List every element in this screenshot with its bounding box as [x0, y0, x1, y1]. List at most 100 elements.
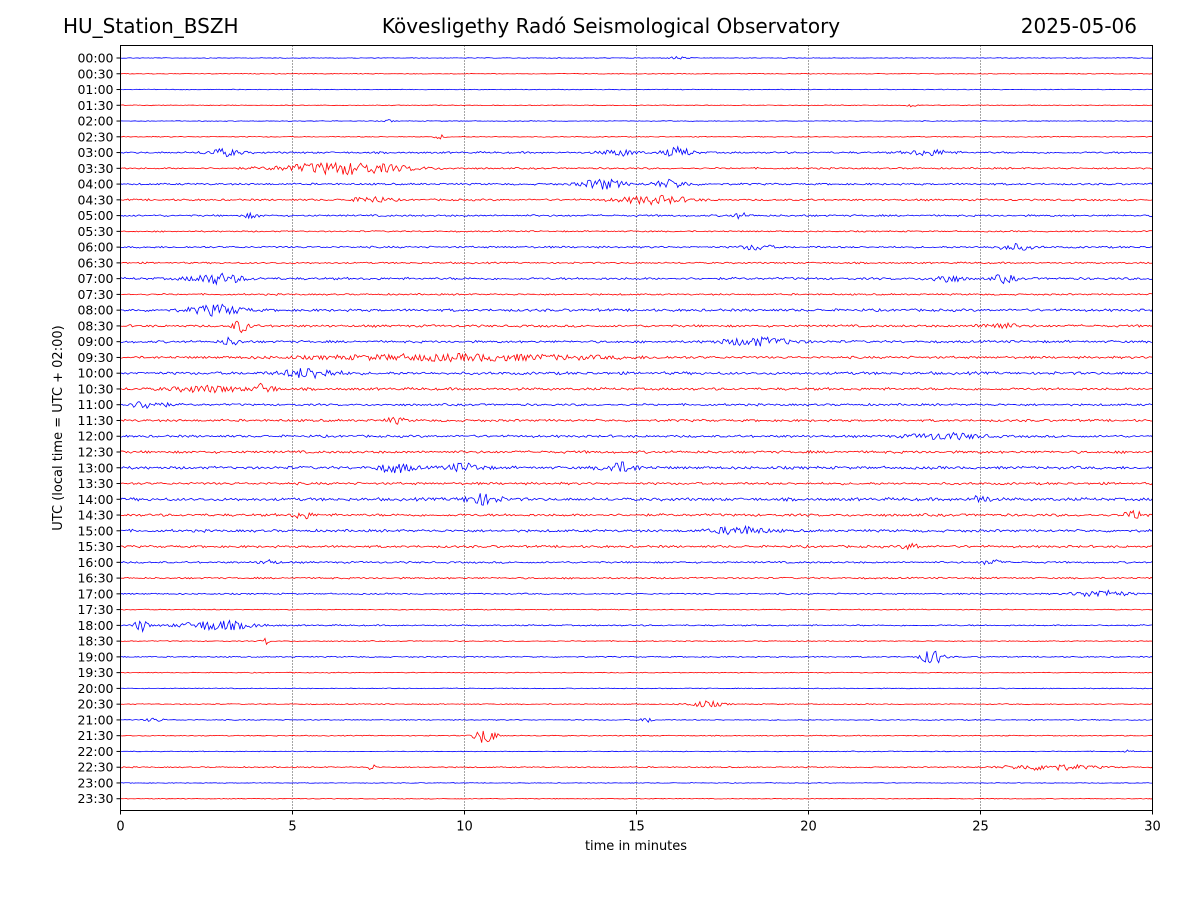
trace-1000 [120, 368, 1153, 380]
trace-2100 [120, 717, 1153, 723]
y-tick-label: 15:00 [77, 523, 113, 538]
y-tick-label: 06:30 [77, 255, 113, 270]
trace-0530 [120, 230, 1153, 233]
trace-0200 [120, 119, 1153, 123]
x-tick-label: 30 [1144, 820, 1161, 835]
y-tick-label: 08:30 [77, 318, 113, 333]
trace-1330 [120, 481, 1153, 486]
x-tick-label: 0 [116, 820, 124, 835]
chart-title: Kövesligethy Radó Seismological Observat… [381, 14, 841, 38]
station-name: HU_Station_BSZH [63, 14, 239, 38]
trace-0030 [120, 72, 1153, 75]
trace-0700 [120, 272, 1153, 286]
trace-1200 [120, 431, 1153, 441]
trace-2300 [120, 782, 1153, 784]
y-tick-label: 10:30 [77, 381, 113, 396]
trace-1100 [120, 401, 1153, 409]
trace-1500 [120, 524, 1153, 536]
y-tick-label: 01:00 [77, 82, 113, 97]
x-axis-label: time in minutes [585, 839, 687, 854]
y-tick-label: 18:00 [77, 618, 113, 633]
trace-0230 [120, 134, 1153, 140]
y-tick-label: 13:00 [77, 460, 113, 475]
y-tick-label: 00:30 [77, 66, 113, 81]
trace-0730 [120, 292, 1153, 296]
trace-1130 [120, 416, 1153, 425]
x-tick-label: 20 [800, 820, 817, 835]
y-tick-label: 16:30 [77, 571, 113, 586]
seismic-traces [120, 55, 1153, 800]
y-tick-label: 17:30 [77, 602, 113, 617]
y-tick-label: 04:30 [77, 192, 113, 207]
trace-1600 [120, 559, 1153, 566]
trace-0930 [120, 352, 1153, 363]
y-tick-label: 09:30 [77, 350, 113, 365]
vertical-gridlines [292, 45, 981, 811]
trace-1300 [120, 461, 1153, 474]
y-axis-label: UTC (local time = UTC + 02:00) [51, 325, 66, 530]
y-tick-label: 07:30 [77, 287, 113, 302]
trace-0600 [120, 242, 1153, 251]
y-tick-label: 20:00 [77, 681, 113, 696]
trace-0500 [120, 211, 1153, 220]
y-tick-label: 18:30 [77, 634, 113, 649]
y-tick-label: 15:30 [77, 539, 113, 554]
y-tick-label: 11:00 [77, 397, 113, 412]
chart-date: 2025-05-06 [1020, 14, 1137, 38]
trace-1430 [120, 509, 1153, 520]
y-tick-label: 07:00 [77, 271, 113, 286]
y-tick-label: 02:00 [77, 114, 113, 129]
trace-2200 [120, 749, 1153, 753]
trace-0830 [120, 320, 1153, 334]
trace-0000 [120, 55, 1153, 60]
y-tick-label: 12:00 [77, 429, 113, 444]
y-tick-label: 16:00 [77, 555, 113, 570]
trace-2030 [120, 699, 1153, 708]
trace-0800 [120, 303, 1153, 317]
y-tick-label: 12:30 [77, 445, 113, 460]
y-tick-label: 13:30 [77, 476, 113, 491]
y-tick-label: 21:00 [77, 712, 113, 727]
y-tick-label: 23:00 [77, 775, 113, 790]
trace-0330 [120, 161, 1153, 176]
trace-1800 [120, 619, 1153, 633]
y-tick-label: 09:00 [77, 334, 113, 349]
y-tick-label: 19:00 [77, 649, 113, 664]
trace-0400 [120, 178, 1153, 190]
x-tick-label: 10 [456, 820, 473, 835]
y-tick-label: 20:30 [77, 697, 113, 712]
x-tick-label: 25 [972, 820, 989, 835]
trace-1400 [120, 493, 1153, 506]
trace-1700 [120, 589, 1153, 598]
trace-1630 [120, 576, 1153, 580]
y-tick-label: 21:30 [77, 728, 113, 743]
trace-0130 [120, 103, 1153, 108]
y-tick-label: 11:30 [77, 413, 113, 428]
y-tick-label: 14:30 [77, 508, 113, 523]
y-tick-label: 06:00 [77, 240, 113, 255]
trace-1930 [120, 671, 1153, 674]
y-tick-label: 22:30 [77, 760, 113, 775]
y-tick-label: 14:00 [77, 492, 113, 507]
trace-1830 [120, 637, 1153, 646]
y-tick-label: 05:30 [77, 224, 113, 239]
y-tick-label: 02:30 [77, 129, 113, 144]
y-tick-label: 00:00 [77, 51, 113, 66]
y-tick-label: 04:00 [77, 177, 113, 192]
trace-2130 [120, 730, 1153, 743]
y-tick-label: 10:00 [77, 366, 113, 381]
y-axis-ticks: 00:0000:3001:0001:3002:0002:3003:0003:30… [77, 51, 121, 806]
y-tick-label: 23:30 [77, 791, 113, 806]
y-tick-label: 03:00 [77, 145, 113, 160]
trace-0630 [120, 261, 1153, 265]
trace-0430 [120, 194, 1153, 206]
y-tick-label: 19:30 [77, 665, 113, 680]
trace-2000 [120, 687, 1153, 690]
trace-1030 [120, 382, 1153, 394]
x-tick-label: 5 [288, 820, 296, 835]
trace-2330 [120, 797, 1153, 800]
y-tick-label: 03:30 [77, 161, 113, 176]
y-tick-label: 05:00 [77, 208, 113, 223]
x-axis-ticks: 0 5 10 15 20 25 30 [116, 810, 1161, 835]
